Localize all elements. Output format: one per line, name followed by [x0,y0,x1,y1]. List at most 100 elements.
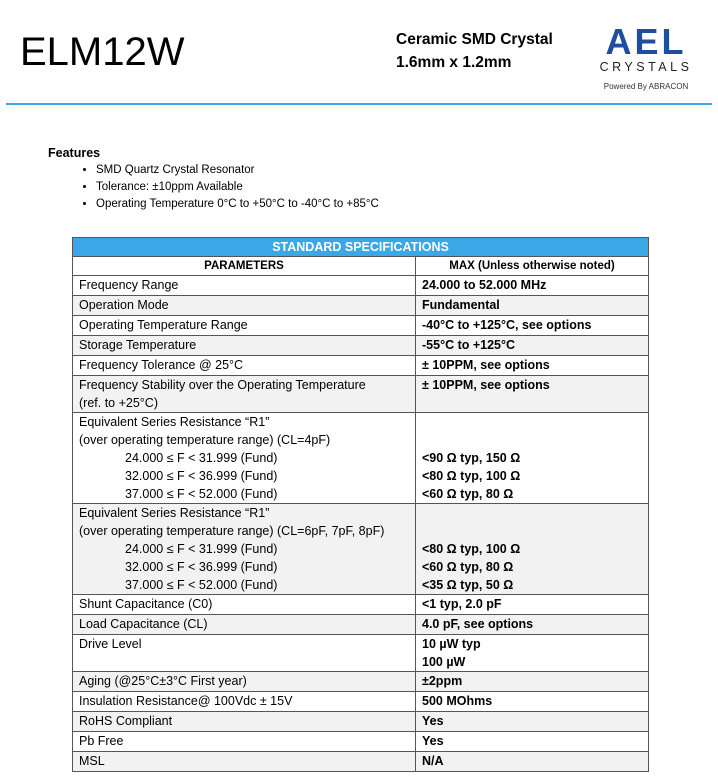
parameter-line: 24.000 ≤ F < 31.999 (Fund) [125,542,278,556]
specifications-table: STANDARD SPECIFICATIONS PARAMETERS MAX (U… [72,237,649,772]
value-line: Yes [422,734,444,748]
features-title: Features [48,146,101,160]
parameter-line: Pb Free [79,734,124,748]
table-row: Frequency Stability over the Operating T… [72,375,649,413]
parameter-cell: Operating Temperature Range [72,315,416,336]
parameter-cell: Equivalent Series Resistance “R1” (over o… [72,503,416,595]
parameter-cell: MSL [72,751,416,772]
parameter-cell: Load Capacitance (CL) [72,614,416,635]
column-header-max: MAX (Unless otherwise noted) [415,256,649,276]
value-line: ±2ppm [422,674,463,688]
value-line: <35 Ω typ, 50 Ω [422,578,514,592]
value-cell: <90 Ω typ, 150 Ω <80 Ω typ, 100 Ω <60 Ω ty… [415,412,649,504]
table-row: Operation Mode Fundamental [72,295,649,316]
value-cell: 10 µW typ 100 µW [415,634,649,672]
parameter-line [79,653,409,671]
value-line: -55°C to +125°C [422,338,516,352]
value-line: <80 Ω typ, 100 Ω [422,469,521,483]
value-line [422,394,642,412]
logo-wordmark: CRYSTALS [599,60,693,74]
parameter-line: Load Capacitance (CL) [79,617,208,631]
parameter-line: (over operating temperature range) (CL=6… [79,524,385,538]
product-size: 1.6mm x 1.2mm [396,54,512,71]
value-line: 500 MOhms [422,694,493,708]
features-section: Features SMD Quartz Crystal Resonator To… [48,146,379,213]
logo-mark: AEL [605,21,687,62]
parameter-cell: Aging (@25°C±3°C First year) [72,671,416,692]
parameter-line: Aging (@25°C±3°C First year) [79,674,247,688]
parameter-line: MSL [79,754,105,768]
value-line: <80 Ω typ, 100 Ω [422,542,521,556]
parameter-line: 37.000 ≤ F < 52.000 (Fund) [125,487,278,501]
table-banner: STANDARD SPECIFICATIONS [72,237,649,257]
parameter-line: 32.000 ≤ F < 36.999 (Fund) [125,469,278,483]
value-cell: Yes [415,731,649,752]
ael-crystals-logo: AEL CRYSTALS Powered By ABRACON [588,21,704,92]
value-line: Fundamental [422,298,500,312]
parameter-line: Drive Level [79,637,142,651]
value-line [422,504,642,522]
parameter-line: Storage Temperature [79,338,197,352]
table-row: Load Capacitance (CL) 4.0 pF, see options [72,614,649,635]
value-line [422,431,642,449]
column-header-parameters: PARAMETERS [72,256,416,276]
value-cell: Fundamental [415,295,649,316]
value-line: ± 10PPM, see options [422,358,550,372]
value-cell: ±2ppm [415,671,649,692]
table-row: Frequency Range 24.000 to 52.000 MHz [72,275,649,296]
parameter-line: RoHS Compliant [79,714,173,728]
value-line: <60 Ω typ, 80 Ω [422,560,514,574]
value-line [422,413,642,431]
parameter-line: (ref. to +25°C) [79,396,158,410]
parameter-line: Insulation Resistance@ 100Vdc ± 15V [79,694,293,708]
parameter-line: (over operating temperature range) (CL=4… [79,433,331,447]
value-cell: ± 10PPM, see options [415,375,649,413]
parameter-cell: Operation Mode [72,295,416,316]
value-cell: N/A [415,751,649,772]
table-row: Pb Free Yes [72,731,649,752]
logo-powered-by: Powered By ABRACON [603,82,689,91]
parameter-line: Operation Mode [79,298,169,312]
parameter-line: Frequency Stability over the Operating T… [79,378,366,392]
parameter-cell: Drive Level [72,634,416,672]
parameter-line: Frequency Range [79,278,179,292]
value-line: 4.0 pF, see options [422,617,534,631]
value-cell: <1 typ, 2.0 pF [415,594,649,615]
value-cell: Yes [415,711,649,732]
value-line: <60 Ω typ, 80 Ω [422,487,514,501]
parameter-line: 37.000 ≤ F < 52.000 (Fund) [125,578,278,592]
table-row: Drive Level 10 µW typ 100 µW [72,634,649,672]
parameter-line: Shunt Capacitance (C0) [79,597,213,611]
feature-item: Operating Temperature 0°C to +50°C to -4… [96,196,379,213]
parameter-line: Equivalent Series Resistance “R1” [79,506,270,520]
value-cell: ± 10PPM, see options [415,355,649,376]
parameter-cell: Insulation Resistance@ 100Vdc ± 15V [72,691,416,712]
part-number-title: ELM12W [20,30,185,74]
value-line: 100 µW [422,655,466,669]
parameter-line: Operating Temperature Range [79,318,248,332]
parameter-line: Frequency Tolerance @ 25°C [79,358,244,372]
table-row: Storage Temperature -55°C to +125°C [72,335,649,356]
feature-item: SMD Quartz Crystal Resonator [96,162,379,179]
parameter-line: 24.000 ≤ F < 31.999 (Fund) [125,451,278,465]
parameter-cell: Frequency Stability over the Operating T… [72,375,416,413]
value-cell: 500 MOhms [415,691,649,712]
parameter-cell: Frequency Tolerance @ 25°C [72,355,416,376]
table-row: Frequency Tolerance @ 25°C ± 10PPM, see o… [72,355,649,376]
parameter-cell: Equivalent Series Resistance “R1” (over o… [72,412,416,504]
features-list: SMD Quartz Crystal Resonator Tolerance: … [48,162,379,213]
feature-item: Tolerance: ±10ppm Available [96,179,379,196]
value-cell: <80 Ω typ, 100 Ω <60 Ω typ, 80 Ω <35 Ω typ… [415,503,649,595]
parameter-line: 32.000 ≤ F < 36.999 (Fund) [125,560,278,574]
parameter-line: Equivalent Series Resistance “R1” [79,415,270,429]
value-cell: -55°C to +125°C [415,335,649,356]
parameter-cell: RoHS Compliant [72,711,416,732]
table-row: Aging (@25°C±3°C First year) ±2ppm [72,671,649,692]
value-cell: -40°C to +125°C, see options [415,315,649,336]
value-line: N/A [422,754,444,768]
table-row: Equivalent Series Resistance “R1” (over o… [72,412,649,504]
table-row: Shunt Capacitance (C0) <1 typ, 2.0 pF [72,594,649,615]
value-line: ± 10PPM, see options [422,378,550,392]
parameter-cell: Storage Temperature [72,335,416,356]
value-line: Yes [422,714,444,728]
